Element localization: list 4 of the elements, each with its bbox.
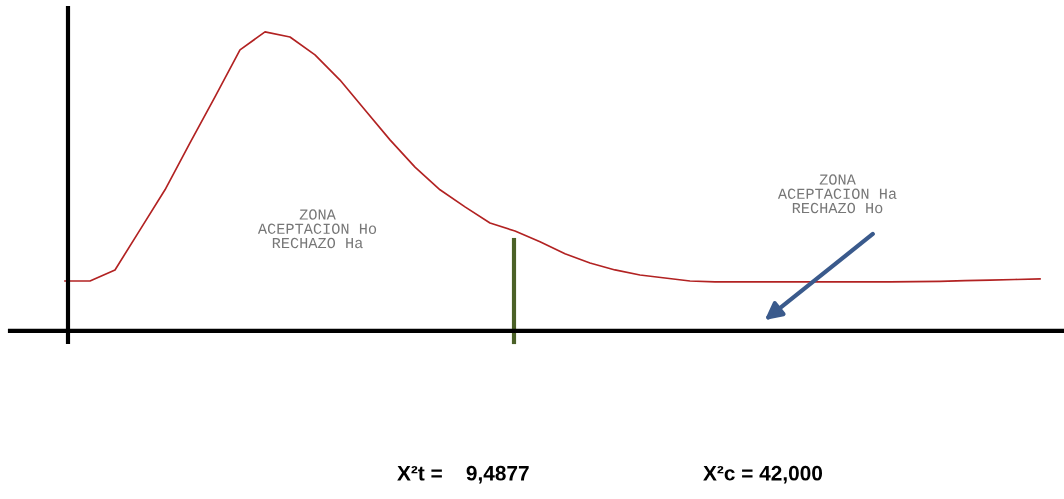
text: X²t = 9,4877	[397, 465, 529, 484]
annotation: ZONA ACEPTACION Ho RECHAZO Ha	[257, 209, 377, 249]
annotation: ZONA ACEPTACION Ha RECHAZO Ho	[777, 174, 897, 214]
text: X²c = 42,000	[703, 465, 823, 484]
